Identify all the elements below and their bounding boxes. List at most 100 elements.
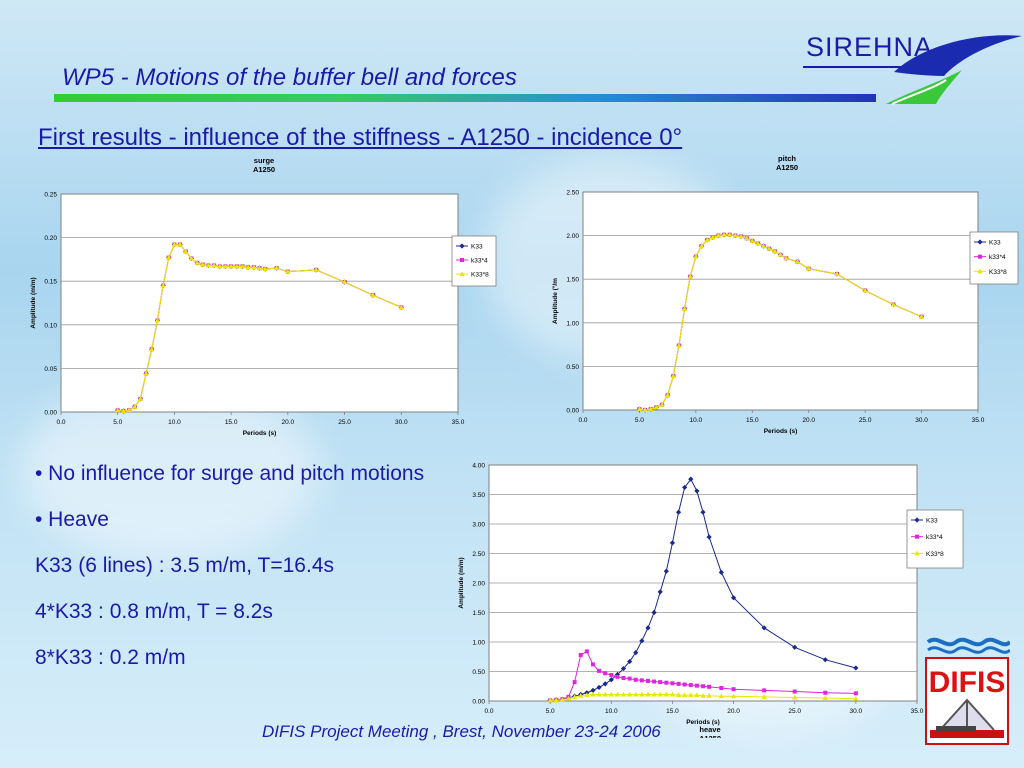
legend-label: k33*4 bbox=[989, 254, 1006, 261]
data-point bbox=[217, 263, 223, 269]
y-tick-label: 0.20 bbox=[44, 235, 57, 242]
y-tick-label: 2.50 bbox=[566, 190, 579, 197]
y-tick-label: 3.50 bbox=[472, 492, 485, 499]
data-point bbox=[205, 262, 212, 268]
data-point bbox=[572, 680, 577, 685]
legend-marker bbox=[459, 243, 465, 249]
data-point bbox=[670, 681, 675, 686]
data-point bbox=[639, 691, 645, 697]
data-point bbox=[603, 671, 608, 676]
x-tick-label: 30.0 bbox=[850, 708, 863, 715]
data-point bbox=[675, 692, 682, 698]
legend-marker bbox=[914, 517, 920, 523]
data-point bbox=[642, 407, 648, 412]
y-tick-label: 0.50 bbox=[472, 669, 485, 676]
data-point bbox=[710, 234, 716, 240]
legend-label: K33 bbox=[471, 244, 483, 251]
data-point bbox=[256, 265, 263, 271]
data-point bbox=[688, 692, 694, 698]
data-point bbox=[341, 279, 348, 285]
legend-label: K33 bbox=[989, 240, 1001, 247]
legend-marker bbox=[459, 271, 465, 276]
legend-marker bbox=[460, 258, 464, 262]
data-point bbox=[659, 401, 665, 407]
data-point bbox=[553, 697, 559, 703]
data-point bbox=[762, 688, 767, 693]
surge-chart: 0.00 0.05 0.10 0.15 0.20 0.25 0.0 5.0 10.0 15.0 20… bbox=[28, 152, 508, 442]
data-point bbox=[590, 662, 595, 667]
data-point bbox=[693, 253, 699, 259]
data-point bbox=[262, 266, 268, 271]
x-tick-label: 0.0 bbox=[484, 708, 493, 715]
bullet-list: • No influence for surge and pitch motio… bbox=[35, 458, 435, 688]
data-point bbox=[834, 271, 840, 276]
data-point bbox=[126, 407, 132, 413]
data-point bbox=[633, 677, 638, 682]
data-point bbox=[772, 248, 778, 254]
data-point bbox=[792, 689, 797, 694]
y-axis-label: Amplitude (m/m) bbox=[458, 557, 465, 608]
difis-logo: DIFIS bbox=[925, 637, 1010, 745]
data-point bbox=[120, 408, 126, 414]
difis-logo-text: DIFIS bbox=[929, 666, 1006, 699]
data-point bbox=[730, 693, 737, 699]
x-tick-label: 5.0 bbox=[635, 417, 644, 424]
data-point bbox=[732, 232, 738, 238]
data-point bbox=[792, 644, 798, 650]
x-tick-label: 0.0 bbox=[578, 417, 587, 424]
x-tick-label: 15.0 bbox=[225, 419, 238, 426]
y-tick-label: 1.00 bbox=[566, 320, 579, 327]
x-tick-label: 20.0 bbox=[282, 419, 295, 426]
data-point bbox=[918, 313, 925, 319]
data-point bbox=[701, 684, 705, 689]
data-point bbox=[166, 254, 172, 260]
pitch-chart-svg: 0.00 0.50 1.00 1.50 2.00 2.50 0.0 5.0 10.0 15.0 20… bbox=[551, 154, 1019, 435]
x-tick-label: 25.0 bbox=[788, 708, 801, 715]
data-point bbox=[143, 370, 149, 376]
bullet-item: • No influence for surge and pitch motio… bbox=[35, 462, 425, 485]
x-tick-label: 25.0 bbox=[338, 419, 351, 426]
data-point bbox=[620, 691, 627, 697]
x-tick-label: 15.0 bbox=[666, 708, 679, 715]
data-point bbox=[676, 681, 681, 686]
y-tick-label: 0.15 bbox=[44, 279, 57, 286]
data-point bbox=[682, 682, 687, 687]
legend-box bbox=[451, 235, 497, 287]
data-point bbox=[681, 306, 688, 311]
data-point bbox=[590, 691, 596, 697]
legend-marker bbox=[977, 268, 983, 274]
data-point bbox=[652, 679, 657, 684]
slide-subtitle: First results - influence of the stiffne… bbox=[38, 124, 683, 151]
data-point bbox=[572, 694, 578, 699]
y-tick-label: 2.50 bbox=[472, 551, 485, 558]
pitch-chart: 0.00 0.50 1.00 1.50 2.00 2.50 0.0 5.0 10.0 15.0 20… bbox=[551, 150, 1024, 450]
data-point bbox=[620, 665, 627, 672]
data-point bbox=[183, 248, 189, 254]
x-tick-label: 10.0 bbox=[690, 417, 703, 424]
x-tick-label: 0.0 bbox=[56, 419, 65, 426]
y-tick-label: 2.00 bbox=[566, 233, 579, 240]
chart-title: A1250 bbox=[699, 734, 721, 738]
y-tick-label: 3.00 bbox=[472, 522, 485, 529]
footer-text: DIFIS Project Meeting , Brest, November … bbox=[262, 722, 661, 741]
sirehna-swoosh-icon bbox=[886, 35, 1022, 105]
legend-label: K33*8 bbox=[989, 269, 1007, 276]
data-point bbox=[239, 263, 246, 269]
x-tick-label: 15.0 bbox=[746, 417, 759, 424]
y-tick-label: 0.25 bbox=[44, 192, 57, 199]
x-tick-label: 20.0 bbox=[802, 417, 815, 424]
y-axis-label: Amplitude (m/m) bbox=[30, 277, 37, 328]
heave-chart: 0.00 0.50 1.00 1.50 2.00 2.50 3.00 3.50 4.00 0.0 5… bbox=[452, 448, 972, 743]
data-point bbox=[853, 665, 859, 671]
data-point bbox=[234, 263, 240, 269]
data-point bbox=[251, 264, 257, 270]
y-tick-label: 1.00 bbox=[472, 640, 485, 647]
data-point bbox=[760, 243, 767, 249]
data-point bbox=[665, 392, 671, 398]
data-point bbox=[657, 691, 663, 697]
data-point bbox=[639, 678, 644, 683]
data-point bbox=[730, 595, 737, 601]
chart-title: A1250 bbox=[253, 165, 275, 174]
data-point bbox=[132, 403, 138, 409]
legend-marker bbox=[977, 239, 983, 245]
